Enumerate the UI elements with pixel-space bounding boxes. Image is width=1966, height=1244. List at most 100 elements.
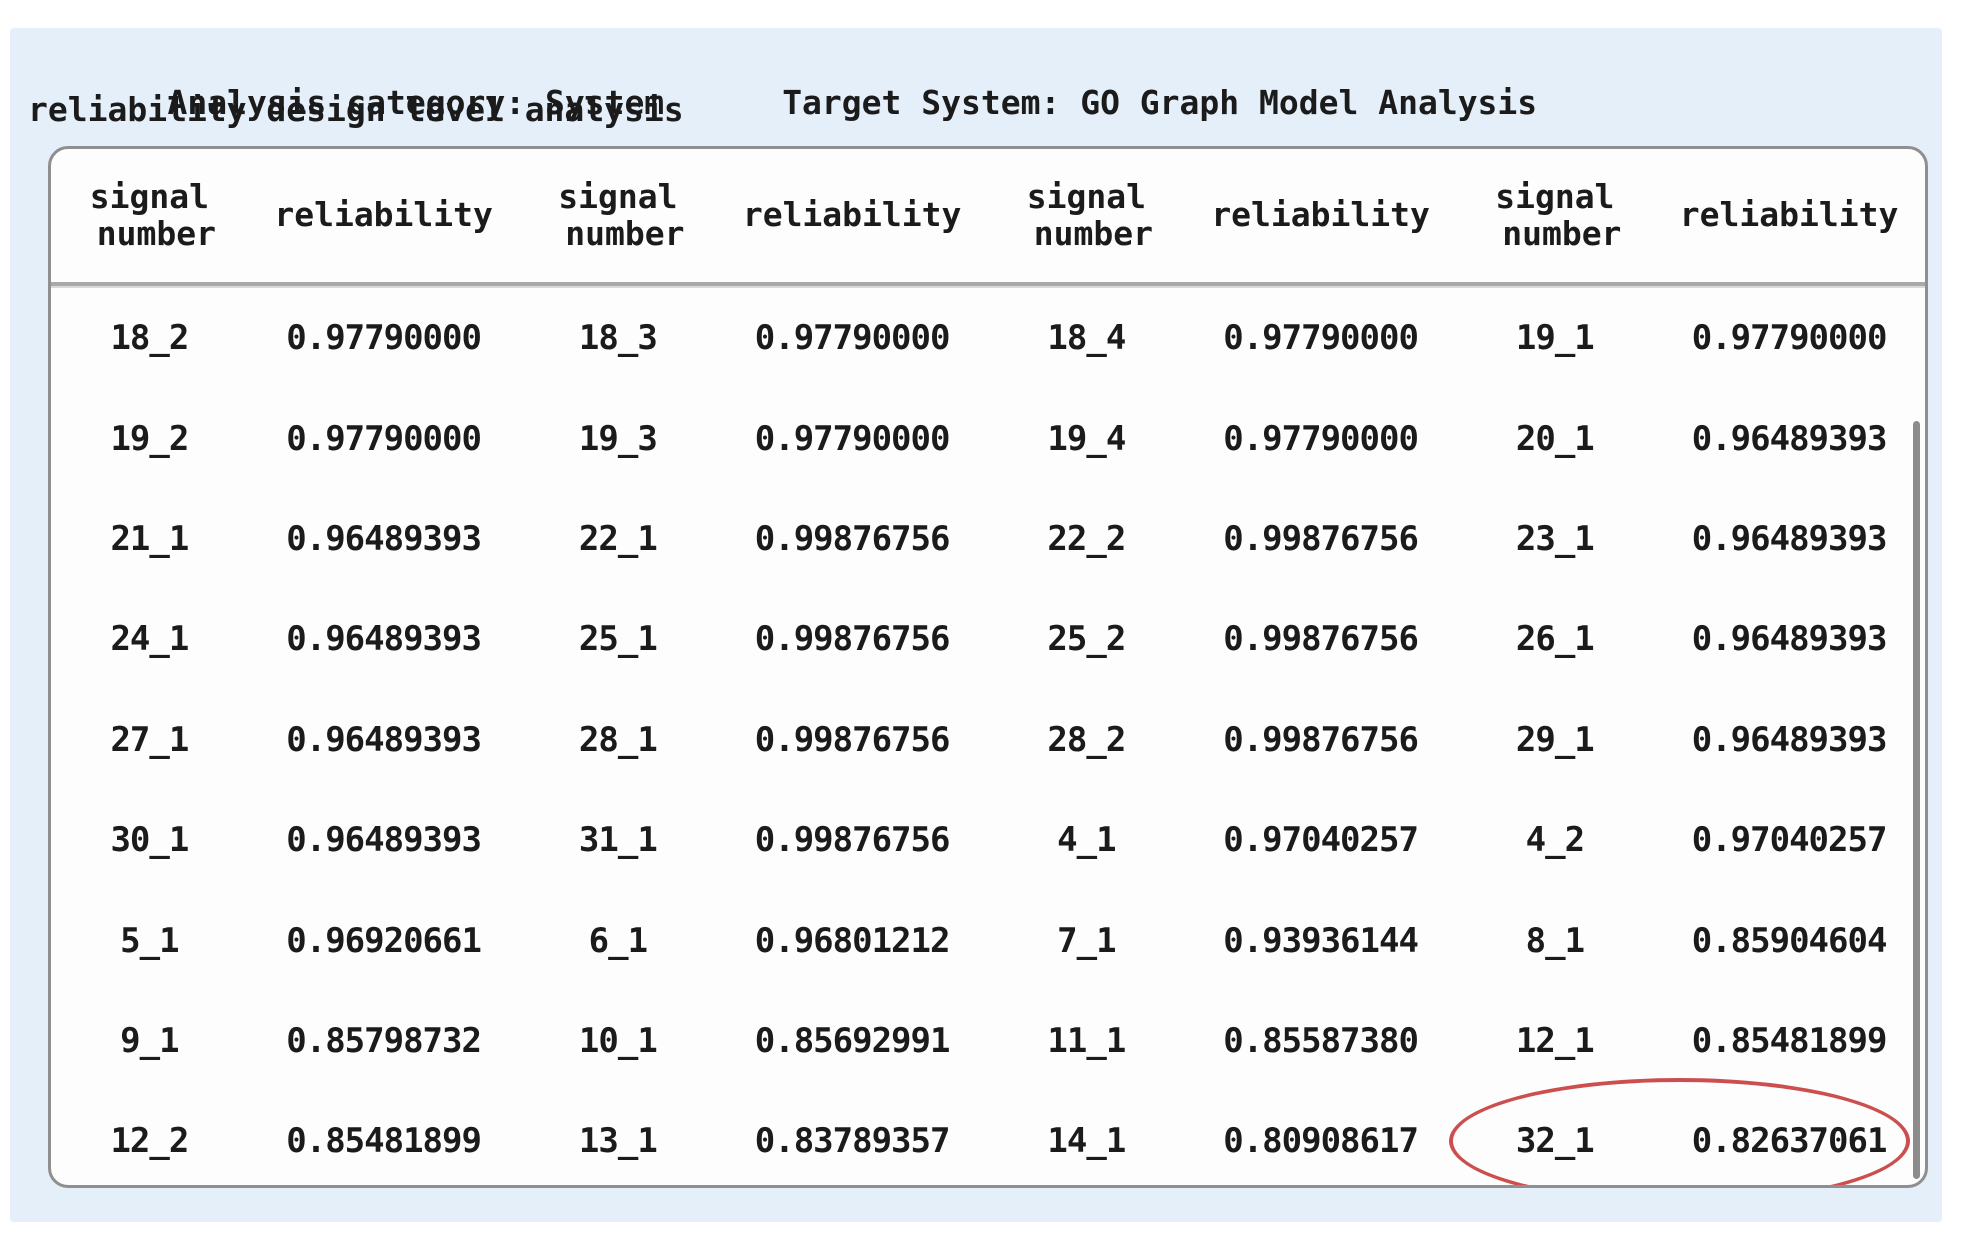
cell-signal-number: 8_1 <box>1525 920 1585 961</box>
cell-signal-number: 6_1 <box>588 920 648 961</box>
cell-reliability: 0.96489393 <box>1691 619 1888 660</box>
col-header-signal-number: signal number <box>1456 176 1653 253</box>
cell-reliability: 0.97790000 <box>754 418 951 459</box>
cell-reliability: 0.99876756 <box>754 619 951 660</box>
cell-reliability: 0.97790000 <box>1691 318 1888 359</box>
col-header-signal-line2: number <box>1033 213 1153 253</box>
table-header-row: signal number reliability signal number relia… <box>51 149 1925 286</box>
table-row: 24_1 0.96489393 25_1 0.99876756 25_2 0.998767… <box>51 589 1925 689</box>
cell-reliability: 0.93936144 <box>1223 920 1419 961</box>
cell-signal-number: 21_1 <box>110 518 189 559</box>
cell-signal-number: 18_3 <box>578 318 658 359</box>
table-row: 19_2 0.97790000 19_3 0.97790000 19_4 0.977900… <box>51 388 1925 488</box>
cell-reliability: 0.99876756 <box>754 719 951 760</box>
cell-signal-number: 12_1 <box>1515 1020 1595 1061</box>
cell-reliability: 0.97790000 <box>1223 418 1419 459</box>
cell-signal-number: 26_1 <box>1515 619 1595 660</box>
cell-signal-number: 18_4 <box>1047 318 1126 359</box>
cell-signal-number: 28_2 <box>1047 719 1126 760</box>
analysis-subtitle: reliability design level analysis <box>28 90 684 129</box>
cell-signal-number: 4_2 <box>1525 820 1585 861</box>
cell-reliability: 0.97790000 <box>1223 318 1419 359</box>
cell-reliability: 0.96489393 <box>286 820 482 861</box>
col-header-signal-line1: signal <box>1495 176 1615 216</box>
col-header-reliability: reliability <box>742 195 962 235</box>
vertical-scrollbar-thumb[interactable] <box>1913 421 1920 1179</box>
cell-reliability: 0.99876756 <box>1223 518 1419 559</box>
col-header-signal-line1: signal <box>558 176 678 216</box>
cell-reliability: 0.96489393 <box>1691 518 1888 559</box>
table-row: 30_1 0.96489393 31_1 0.99876756 4_1 0.9704025… <box>51 790 1925 890</box>
cell-signal-number: 23_1 <box>1515 518 1595 559</box>
cell-signal-number: 22_1 <box>578 518 658 559</box>
table-row: 27_1 0.96489393 28_1 0.99876756 28_2 0.998767… <box>51 690 1925 790</box>
cell-signal-number: 30_1 <box>110 820 189 861</box>
col-header-signal-number: signal number <box>51 176 248 253</box>
cell-signal-number: 4_1 <box>1057 820 1116 861</box>
col-header-signal-line2: number <box>96 213 216 253</box>
cell-signal-number: 27_1 <box>110 719 189 760</box>
cell-signal-number: 19_1 <box>1515 318 1595 359</box>
cell-signal-number: 19_4 <box>1047 418 1126 459</box>
cell-reliability: 0.97040257 <box>1691 820 1888 861</box>
cell-reliability: 0.85904604 <box>1691 920 1888 961</box>
cell-signal-number: 10_1 <box>578 1020 658 1061</box>
col-header-reliability: reliability <box>1211 195 1430 235</box>
cell-signal-number: 11_1 <box>1047 1020 1126 1061</box>
cell-signal-number: 12_2 <box>110 1121 189 1162</box>
col-header-signal-line2: number <box>1502 213 1622 253</box>
analysis-category-text: Analysis category: System <box>167 83 665 122</box>
cell-signal-number: 19_2 <box>110 418 189 459</box>
cell-reliability: 0.80908617 <box>1223 1121 1419 1162</box>
col-header-signal-number: signal number <box>988 176 1185 253</box>
cell-signal-number: 25_1 <box>578 619 658 660</box>
cell-reliability: 0.96489393 <box>286 518 482 559</box>
table-body: 18_2 0.97790000 18_3 0.97790000 18_4 0.977900… <box>51 288 1925 1185</box>
analysis-header-line: Analysis category: System Target System: … <box>88 44 1537 161</box>
cell-signal-number: 25_2 <box>1047 619 1126 660</box>
table-row: 21_1 0.96489393 22_1 0.99876756 22_2 0.998767… <box>51 489 1925 589</box>
cell-signal-number: 18_2 <box>110 318 189 359</box>
cell-signal-number: 19_3 <box>578 418 658 459</box>
cell-reliability: 0.97790000 <box>754 318 951 359</box>
cell-reliability: 0.85692991 <box>754 1020 951 1061</box>
cell-reliability: 0.96801212 <box>754 920 951 961</box>
cell-signal-number: 24_1 <box>110 619 189 660</box>
cell-signal-number: 29_1 <box>1515 719 1595 760</box>
cell-signal-number: 28_1 <box>578 719 658 760</box>
cell-reliability: 0.96489393 <box>286 619 482 660</box>
col-header-signal-line1: signal <box>1026 176 1146 216</box>
table-row: 9_1 0.85798732 10_1 0.85692991 11_1 0.8558738… <box>51 991 1925 1091</box>
table-row: 12_2 0.85481899 13_1 0.83789357 14_1 0.809086… <box>51 1078 1925 1185</box>
col-header-signal-line2: number <box>565 213 685 253</box>
cell-reliability: 0.96920661 <box>286 920 482 961</box>
cell-reliability: 0.85481899 <box>1691 1020 1888 1061</box>
cell-reliability: 0.97790000 <box>286 418 482 459</box>
col-header-signal-line1: signal <box>89 176 209 216</box>
reliability-table: signal number reliability signal number relia… <box>48 146 1928 1188</box>
cell-reliability: 0.83789357 <box>754 1121 951 1162</box>
cell-reliability: 0.96489393 <box>286 719 482 760</box>
cell-reliability: 0.96489393 <box>1691 418 1888 459</box>
cell-reliability: 0.99876756 <box>1223 719 1419 760</box>
cell-reliability: 0.97040257 <box>1223 820 1419 861</box>
cell-signal-number: 14_1 <box>1047 1121 1126 1162</box>
cell-signal-number: 20_1 <box>1515 418 1595 459</box>
cell-reliability: 0.85481899 <box>286 1121 482 1162</box>
cell-signal-number: 5_1 <box>120 920 179 961</box>
cell-reliability: 0.85587380 <box>1223 1020 1419 1061</box>
table-row: 5_1 0.96920661 6_1 0.96801212 7_1 0.93936144 8… <box>51 890 1925 990</box>
cell-signal-number: 31_1 <box>578 820 658 861</box>
cell-reliability: 0.99876756 <box>1223 619 1419 660</box>
cell-signal-number: 32_1 <box>1515 1121 1595 1162</box>
table-row: 18_2 0.97790000 18_3 0.97790000 18_4 0.977900… <box>51 288 1925 388</box>
cell-reliability: 0.96489393 <box>1691 719 1888 760</box>
analysis-results-panel: Analysis category: System Target System: … <box>10 28 1942 1222</box>
cell-reliability: 0.99876756 <box>754 518 951 559</box>
cell-signal-number: 7_1 <box>1057 920 1116 961</box>
cell-signal-number: 13_1 <box>578 1121 658 1162</box>
col-header-signal-number: signal number <box>519 176 716 253</box>
cell-signal-number: 9_1 <box>120 1020 179 1061</box>
col-header-reliability: reliability <box>1679 195 1899 235</box>
col-header-reliability: reliability <box>274 195 493 235</box>
